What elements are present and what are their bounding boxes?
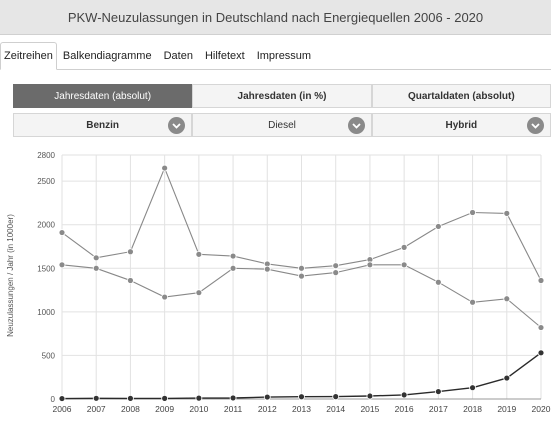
data-point: [263, 265, 271, 273]
data-point: [537, 324, 545, 331]
data-point: [161, 164, 169, 172]
x-tick-label: 2008: [121, 404, 140, 414]
data-point: [92, 264, 100, 272]
x-tick-label: 2015: [360, 404, 379, 414]
data-point: [263, 393, 271, 401]
x-tick-label: 2018: [463, 404, 482, 414]
data-mode-switch: Jahresdaten (absolut) Jahresdaten (in %)…: [13, 84, 551, 108]
data-point: [92, 394, 100, 402]
data-point: [332, 262, 340, 270]
x-tick-label: 2017: [429, 404, 448, 414]
data-point: [503, 209, 511, 217]
x-tick-label: 2012: [258, 404, 277, 414]
data-point: [434, 223, 442, 230]
x-tick-label: 2009: [155, 404, 174, 414]
x-tick-label: 2006: [53, 404, 72, 414]
data-point: [195, 289, 203, 297]
data-point: [537, 349, 545, 357]
tab-hilfetext[interactable]: Hilfetext: [204, 49, 245, 62]
data-point: [127, 248, 134, 256]
x-tick-label: 2014: [326, 404, 345, 414]
y-tick-label: 500: [42, 351, 56, 360]
timeseries-chart: Neuzulassungen / Jahr (in 1000er) 0 500 10…: [0, 142, 551, 428]
tab-balkendiagramme[interactable]: Balkendiagramme: [62, 49, 152, 62]
y-axis-title-wrap: Neuzulassungen / Jahr (in 1000er): [3, 152, 17, 398]
data-point: [229, 264, 237, 272]
select-benzin-label: Benzin: [86, 119, 120, 131]
data-point: [127, 394, 134, 402]
chevron-down-icon: [168, 117, 186, 134]
data-point: [229, 252, 237, 260]
data-point: [92, 254, 100, 262]
select-hybrid[interactable]: Hybrid: [371, 113, 551, 137]
data-point: [127, 277, 134, 284]
data-point: [161, 394, 169, 402]
data-point: [400, 243, 408, 251]
data-point: [434, 388, 442, 395]
y-axis-title: Neuzulassungen / Jahr (in 1000er): [5, 213, 15, 337]
energy-selectors: Benzin Diesel Hybrid: [13, 113, 551, 137]
data-point: [298, 272, 305, 280]
x-tick-label: 2020: [532, 404, 551, 414]
select-hybrid-label: Hybrid: [445, 119, 478, 131]
data-point: [469, 209, 476, 216]
y-tick-label: 1000: [37, 308, 55, 317]
data-point: [503, 295, 511, 303]
data-point: [195, 250, 203, 258]
data-point: [298, 393, 305, 401]
chevron-down-icon: [526, 117, 544, 134]
chart-svg: 0 500 1000 1500 2000 2500 2800 2006 2007 2008 2009…: [37, 151, 551, 414]
select-diesel-label: Diesel: [268, 119, 296, 131]
data-point: [161, 293, 169, 301]
y-tick-label: 2500: [37, 177, 55, 186]
main-nav: Zeitreihen Balkendiagramme Daten Hilfete…: [0, 42, 551, 70]
data-point: [469, 298, 476, 306]
data-point: [469, 384, 476, 392]
data-point: [58, 229, 66, 236]
tab-impressum[interactable]: Impressum: [256, 49, 312, 62]
tab-zeitreihen[interactable]: Zeitreihen: [0, 42, 57, 70]
data-point: [58, 261, 66, 269]
chevron-down-icon: [347, 117, 365, 134]
x-tick-label: 2016: [395, 404, 414, 414]
x-tick-label: 2013: [292, 404, 311, 414]
data-point: [400, 391, 408, 399]
page-title: PKW-Neuzulassungen in Deutschland nach E…: [67, 9, 484, 25]
data-point: [58, 395, 66, 402]
data-point: [537, 277, 545, 284]
select-diesel[interactable]: Diesel: [192, 113, 372, 137]
x-tick-label: 2010: [189, 404, 208, 414]
data-point: [400, 261, 408, 269]
page-title-bar: PKW-Neuzulassungen in Deutschland nach E…: [0, 0, 551, 35]
data-point: [434, 278, 442, 286]
data-point: [366, 261, 374, 269]
data-point: [298, 264, 305, 272]
tab-daten[interactable]: Daten: [163, 49, 193, 62]
data-point: [332, 269, 340, 277]
data-point: [195, 394, 203, 402]
x-tick-label: 2007: [87, 404, 106, 414]
x-tick-label: 2019: [497, 404, 516, 414]
segment-quartaldaten-absolut[interactable]: Quartaldaten (absolut): [371, 84, 551, 108]
segment-jahresdaten-absolut[interactable]: Jahresdaten (absolut): [13, 84, 193, 108]
data-point: [503, 374, 511, 382]
y-tick-label: 2000: [37, 221, 55, 230]
y-tick-label: 2800: [37, 151, 55, 160]
y-tick-label: 0: [51, 395, 56, 404]
select-benzin[interactable]: Benzin: [13, 113, 193, 137]
x-tick-label: 2011: [224, 404, 243, 414]
y-tick-label: 1500: [37, 264, 55, 273]
data-point: [332, 393, 340, 401]
data-point: [229, 394, 237, 402]
data-point: [366, 392, 374, 400]
segment-jahresdaten-prozent[interactable]: Jahresdaten (in %): [192, 84, 372, 108]
